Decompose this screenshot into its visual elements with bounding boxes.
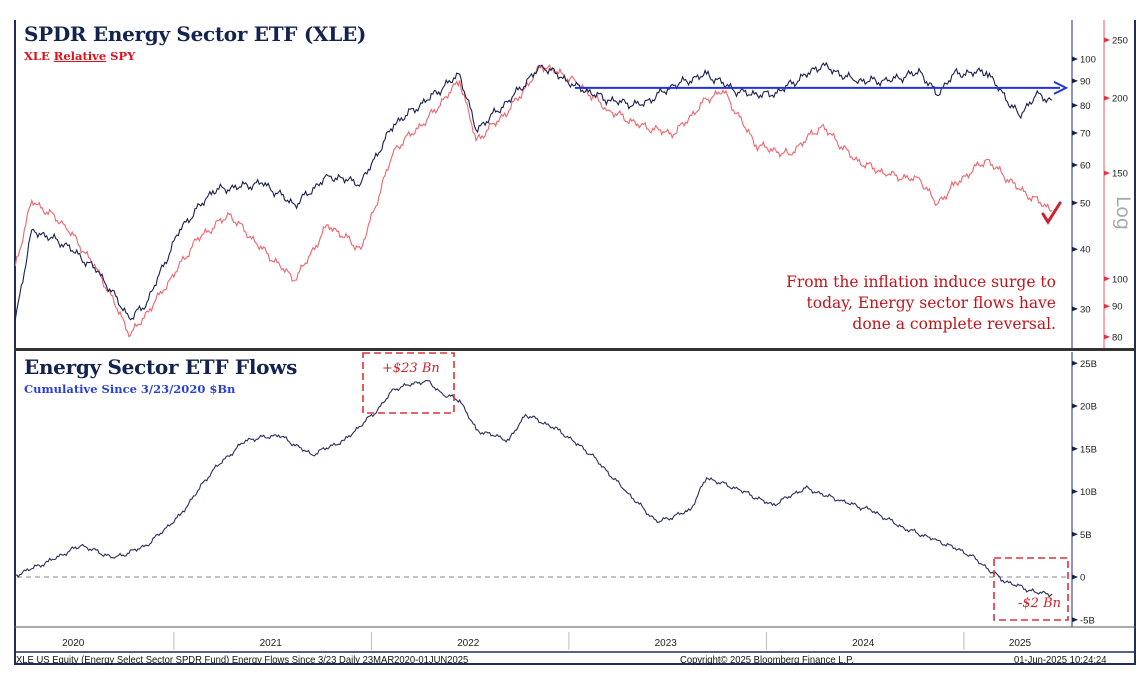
right-axis-tick-label: 250 <box>1112 36 1128 47</box>
flows-axis-tick-label: -5B <box>1080 615 1095 626</box>
bottom-chart-title: Energy Sector ETF Flows <box>24 355 298 379</box>
peak-flow-label: +$23 Bn <box>382 361 440 376</box>
flows-axis-tick-label: 5B <box>1080 530 1092 541</box>
flows-axis-tick-label: 0 <box>1080 573 1085 584</box>
subtitle-part-underlined: Relative <box>53 49 107 63</box>
footer-copyright: Copyright© 2025 Bloomberg Finance L.P. <box>680 654 854 666</box>
right-axis-tick-label: 150 <box>1112 169 1128 180</box>
right-axis-tick <box>1104 303 1110 309</box>
flows-axis-tick-label: 25B <box>1080 359 1097 370</box>
flows-axis-tick-label: 20B <box>1080 402 1097 413</box>
flows-axis-tick-label: 10B <box>1080 487 1097 498</box>
left-axis-tick-label: 100 <box>1080 55 1096 66</box>
right-axis-tick <box>1104 95 1110 101</box>
left-axis-tick-label: 80 <box>1080 101 1091 112</box>
x-axis-tick-label: 2021 <box>260 638 283 649</box>
left-axis-tick <box>1072 56 1078 62</box>
right-axis-tick-label: 200 <box>1112 94 1128 105</box>
flows-axis-tick <box>1072 403 1078 409</box>
left-axis-tick-label: 60 <box>1080 161 1091 172</box>
end-highlight-box <box>993 557 1069 621</box>
right-axis-tick <box>1104 276 1110 282</box>
x-axis-tick-label: 2025 <box>1009 638 1032 649</box>
left-axis-tick-label: 30 <box>1080 304 1091 315</box>
left-axis-tick-label: 70 <box>1080 129 1091 140</box>
annotation-line: done a complete reversal. <box>852 315 1056 333</box>
left-axis-tick-label: 40 <box>1080 245 1091 256</box>
bottom-chart-subtitle: Cumulative Since 3/23/2020 $Bn <box>24 382 236 396</box>
left-axis-tick <box>1072 102 1078 108</box>
annotation-line: From the inflation induce surge to <box>786 273 1056 291</box>
right-axis-tick-label: 90 <box>1112 302 1123 313</box>
annotation-line: today, Energy sector flows have <box>806 294 1056 312</box>
flows-axis-tick <box>1072 574 1078 580</box>
footer-source: XLE US Equity (Energy Select Sector SPDR… <box>16 654 469 666</box>
series-line-cumulative-flows <box>15 379 1053 598</box>
top-chart-title: SPDR Energy Sector ETF (XLE) <box>24 22 367 46</box>
left-axis-tick-label: 90 <box>1080 76 1091 87</box>
right-axis-tick <box>1104 37 1110 43</box>
flows-axis-tick <box>1072 360 1078 366</box>
right-axis-tick-label: 100 <box>1112 274 1128 285</box>
left-axis-tick <box>1072 306 1078 312</box>
flows-axis-tick <box>1072 617 1078 623</box>
flows-axis-tick <box>1072 446 1078 452</box>
end-flow-label: -$2 Bn <box>1018 596 1061 611</box>
x-axis-tick-label: 2022 <box>457 638 480 649</box>
right-axis-tick <box>1104 170 1110 176</box>
subtitle-part: SPY <box>106 49 136 63</box>
panel-divider <box>14 348 1136 351</box>
chart-frame <box>14 20 1136 665</box>
x-axis-tick-label: 2023 <box>655 638 678 649</box>
right-axis-tick-label: 80 <box>1112 332 1123 343</box>
left-axis-tick <box>1072 200 1078 206</box>
annotation-text: From the inflation induce surge to today… <box>786 272 1056 335</box>
left-axis-tick <box>1072 130 1078 136</box>
flows-axis-tick <box>1072 489 1078 494</box>
right-axis-tick <box>1104 334 1110 340</box>
arrow-right-icon <box>1053 81 1069 95</box>
peak-highlight-box <box>362 352 455 414</box>
flows-axis-tick <box>1072 531 1078 537</box>
x-axis-tick-label: 2024 <box>852 638 875 649</box>
series-line-xle <box>14 61 1053 321</box>
subtitle-part: XLE <box>24 49 54 63</box>
checkmark-icon <box>1041 201 1062 225</box>
left-axis-tick <box>1072 246 1078 252</box>
log-scale-label: Log <box>1112 196 1134 230</box>
x-axis-tick-label: 2020 <box>62 638 85 649</box>
left-axis-tick <box>1072 162 1078 168</box>
left-axis-tick-label: 50 <box>1080 198 1091 209</box>
top-chart-subtitle: XLE Relative SPY <box>24 49 135 63</box>
left-axis-tick <box>1072 78 1078 84</box>
flows-axis-tick-label: 15B <box>1080 444 1097 455</box>
footer-timestamp: 01-Jun-2025 10:24:24 <box>1014 654 1107 666</box>
